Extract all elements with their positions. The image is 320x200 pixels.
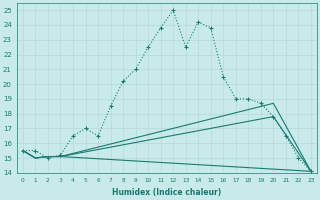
X-axis label: Humidex (Indice chaleur): Humidex (Indice chaleur) <box>112 188 221 197</box>
